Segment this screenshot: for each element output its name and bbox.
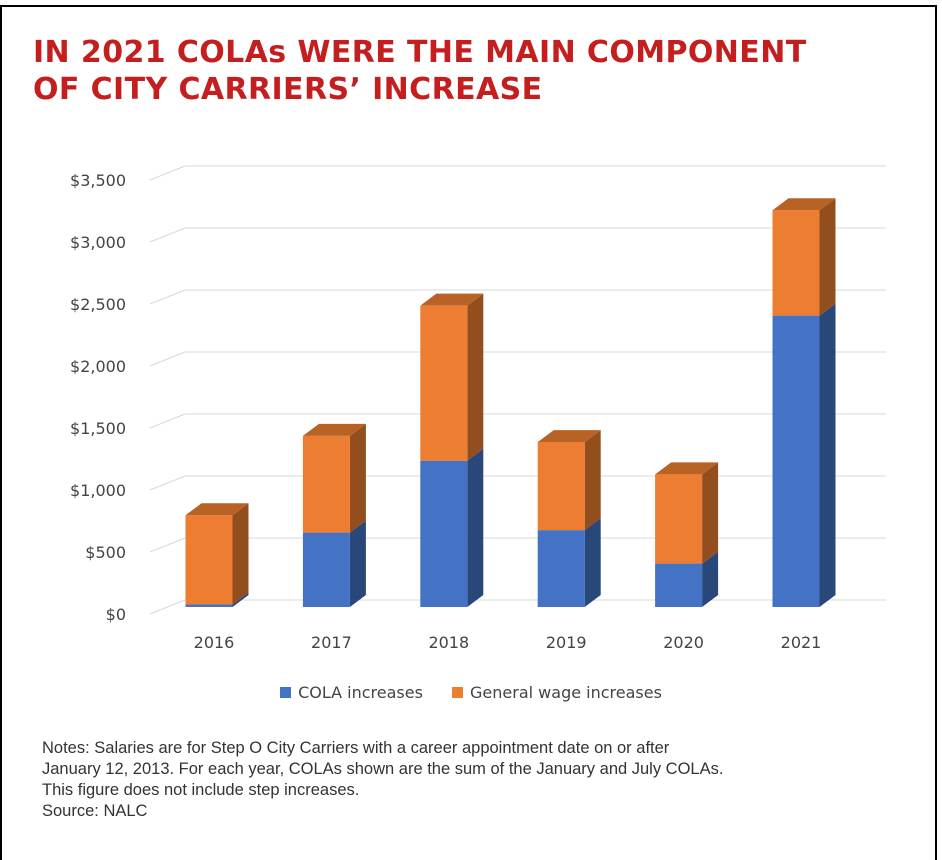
- bar-front-face: [420, 460, 468, 607]
- notes-block: Notes: Salaries are for Step O City Carr…: [42, 738, 922, 822]
- bar-front-face: [655, 563, 703, 607]
- bar-front-face: [655, 474, 703, 564]
- y-tick-label: $3,000: [70, 233, 126, 252]
- bar-side-face: [819, 303, 836, 607]
- bar-segment: [302, 423, 366, 533]
- y-tick-label: $1,500: [70, 419, 126, 438]
- bar-side-face: [349, 423, 366, 533]
- x-tick-label: 2019: [546, 633, 587, 652]
- source-line: Source: NALC: [42, 802, 148, 820]
- bar-front-face: [302, 435, 350, 533]
- notes-line-3: This figure does not include step increa…: [42, 781, 360, 799]
- figure-frame: [0, 5, 937, 860]
- stacked-bar-chart: $0 $500 $1,000 $1,500 $2,000 $2,500 $3,000 $3,5…: [70, 165, 886, 652]
- bar-side-face: [702, 462, 719, 564]
- gridline-depth: [149, 289, 186, 305]
- bars-layer: [185, 198, 836, 607]
- gridline-depth: [149, 599, 186, 615]
- bar-segment: [302, 520, 366, 607]
- title-line-2: OF CITY CARRIERS’ INCREASE: [33, 72, 543, 107]
- bar-segment: [537, 518, 601, 607]
- y-tick-label: $0: [106, 605, 126, 624]
- x-tick-label: 2016: [194, 633, 235, 652]
- bar-front-face: [772, 210, 820, 316]
- bar-front-face: [185, 515, 233, 605]
- y-tick-label: $1,000: [70, 481, 126, 500]
- x-axis: 2016 2017 2018 2019 2020 2021: [194, 633, 822, 652]
- y-tick-label: $2,500: [70, 295, 126, 314]
- gridline-depth: [149, 351, 186, 367]
- bar-side-face: [232, 503, 249, 605]
- x-tick-label: 2021: [781, 633, 822, 652]
- bar-side-face: [467, 293, 484, 461]
- bar-side-face: [702, 551, 719, 607]
- bar-front-face: [772, 315, 820, 607]
- bar-segment: [655, 462, 719, 564]
- bar-front-face: [537, 442, 585, 531]
- y-axis: $0 $500 $1,000 $1,500 $2,000 $2,500 $3,000 $3,5…: [70, 171, 126, 624]
- bar-top-face: [772, 198, 836, 211]
- bar-top-face: [655, 462, 719, 475]
- gridline-depth: [149, 537, 186, 553]
- y-tick-label: $500: [85, 543, 126, 562]
- bar-segment: [185, 592, 249, 607]
- bar-side-face: [584, 518, 601, 607]
- bar-front-face: [185, 604, 233, 607]
- bar-side-face: [232, 592, 249, 607]
- x-tick-label: 2017: [311, 633, 352, 652]
- notes-line-2: January 12, 2013. For each year, COLAs s…: [42, 760, 724, 778]
- bar-top-face: [185, 503, 249, 516]
- gridline-depth: [149, 227, 186, 243]
- x-tick-label: 2020: [663, 633, 704, 652]
- chart-title: IN 2021 COLAs WERE THE MAIN COMPONENT OF…: [33, 34, 913, 108]
- legend-swatch-cola: [280, 687, 292, 698]
- bar-segment: [655, 551, 719, 607]
- bar-side-face: [584, 430, 601, 531]
- gridline-depth: [149, 475, 186, 491]
- legend: COLA increases General wage increases: [0, 683, 942, 702]
- bar-side-face: [467, 448, 484, 607]
- bar-side-face: [819, 198, 836, 316]
- bar-top-face: [537, 430, 601, 443]
- bar-front-face: [537, 530, 585, 607]
- bar-segment: [772, 303, 836, 607]
- legend-label-general-wage: General wage increases: [470, 683, 662, 702]
- bar-front-face: [302, 532, 350, 607]
- gridline-depth: [149, 413, 186, 429]
- bar-segment: [537, 430, 601, 531]
- bar-segment: [772, 198, 836, 316]
- legend-item-general-wage: General wage increases: [452, 683, 662, 702]
- bar-segment: [420, 293, 484, 461]
- legend-swatch-general-wage: [452, 687, 464, 698]
- x-tick-label: 2018: [428, 633, 469, 652]
- legend-label-cola: COLA increases: [298, 683, 423, 702]
- bar-segment: [185, 503, 249, 605]
- bar-top-face: [302, 423, 366, 436]
- y-tick-label: $3,500: [70, 171, 126, 190]
- bar-segment: [420, 448, 484, 607]
- bar-top-face: [420, 293, 484, 306]
- y-tick-label: $2,000: [70, 357, 126, 376]
- bar-side-face: [349, 520, 366, 607]
- title-line-1: IN 2021 COLAs WERE THE MAIN COMPONENT: [33, 35, 807, 70]
- gridline-depth: [149, 165, 186, 181]
- notes-line-1: Notes: Salaries are for Step O City Carr…: [42, 739, 670, 757]
- grid-layer: [149, 165, 886, 615]
- bar-front-face: [420, 305, 468, 461]
- legend-item-cola: COLA increases: [280, 683, 423, 702]
